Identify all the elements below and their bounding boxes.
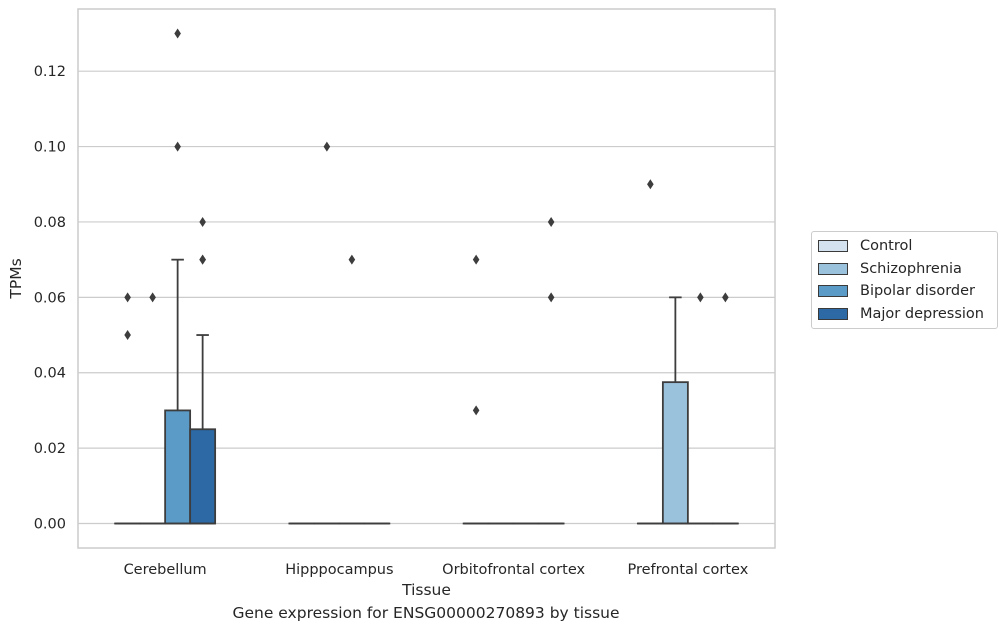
box — [164, 409, 192, 525]
legend-item: Schizophrenia — [812, 258, 997, 281]
y-tick-labels: 0.00 0.02 0.04 0.06 0.08 0.10 0.12 — [34, 64, 66, 532]
series-schizophrenia — [139, 141, 689, 525]
y-tick-label: 0.10 — [34, 140, 66, 156]
y-tick-label: 0.12 — [34, 64, 66, 80]
y-tick-label: 0.08 — [34, 215, 66, 231]
x-tick-labels: Cerebellum Hipppocampus Orbitofrontal cort… — [124, 562, 749, 578]
outlier-point — [174, 141, 181, 152]
box — [189, 428, 217, 525]
figure-caption: Gene expression for ENSG00000270893 by t… — [232, 604, 620, 622]
plot-frame — [77, 8, 776, 549]
y-tick-label: 0.04 — [34, 366, 66, 382]
outlier-point — [647, 179, 654, 190]
x-axis-label: Tissue — [401, 581, 451, 599]
legend-swatch — [818, 307, 848, 320]
outlier-point — [174, 28, 181, 39]
outlier-point — [697, 292, 704, 303]
outlier-point — [472, 405, 480, 416]
outlier-point — [199, 216, 206, 227]
outlier-point — [547, 216, 555, 227]
box-series — [114, 28, 739, 525]
x-tick-label: Orbitofrontal cortex — [442, 562, 585, 578]
legend-label: Control — [860, 238, 913, 255]
outlier-point — [149, 292, 156, 303]
legend-swatch — [818, 262, 848, 275]
legend-item: Bipolar disorder — [812, 280, 997, 303]
legend-label: Major depression — [860, 305, 984, 322]
box — [661, 381, 689, 525]
outlier-point — [547, 292, 555, 303]
y-tick-label: 0.00 — [34, 517, 66, 533]
series-major-depression — [189, 216, 739, 525]
legend-item: Major depression — [812, 303, 997, 326]
series-bipolar-disorder — [164, 28, 714, 525]
legend-label: Bipolar disorder — [860, 283, 975, 300]
outlier-point — [323, 141, 331, 152]
x-tick-label: Cerebellum — [124, 562, 207, 578]
outlier-point — [199, 254, 206, 265]
outlier-point — [124, 330, 131, 341]
y-tick-label: 0.02 — [34, 441, 66, 457]
y-axis-label: TPMs — [7, 258, 25, 299]
legend-swatch — [818, 240, 848, 253]
outlier-point — [722, 292, 729, 303]
outlier-point — [348, 254, 356, 265]
y-tick-label: 0.06 — [34, 290, 66, 306]
outlier-point — [472, 254, 480, 265]
outlier-point — [124, 292, 131, 303]
legend-swatch — [818, 285, 848, 298]
legend-label: Schizophrenia — [860, 260, 962, 277]
x-tick-label: Prefrontal cortex — [627, 562, 748, 578]
x-tick-label: Hipppocampus — [285, 562, 393, 578]
legend: Control Schizophrenia Bipolar disorder Majo… — [811, 231, 998, 329]
legend-item: Control — [812, 235, 997, 258]
